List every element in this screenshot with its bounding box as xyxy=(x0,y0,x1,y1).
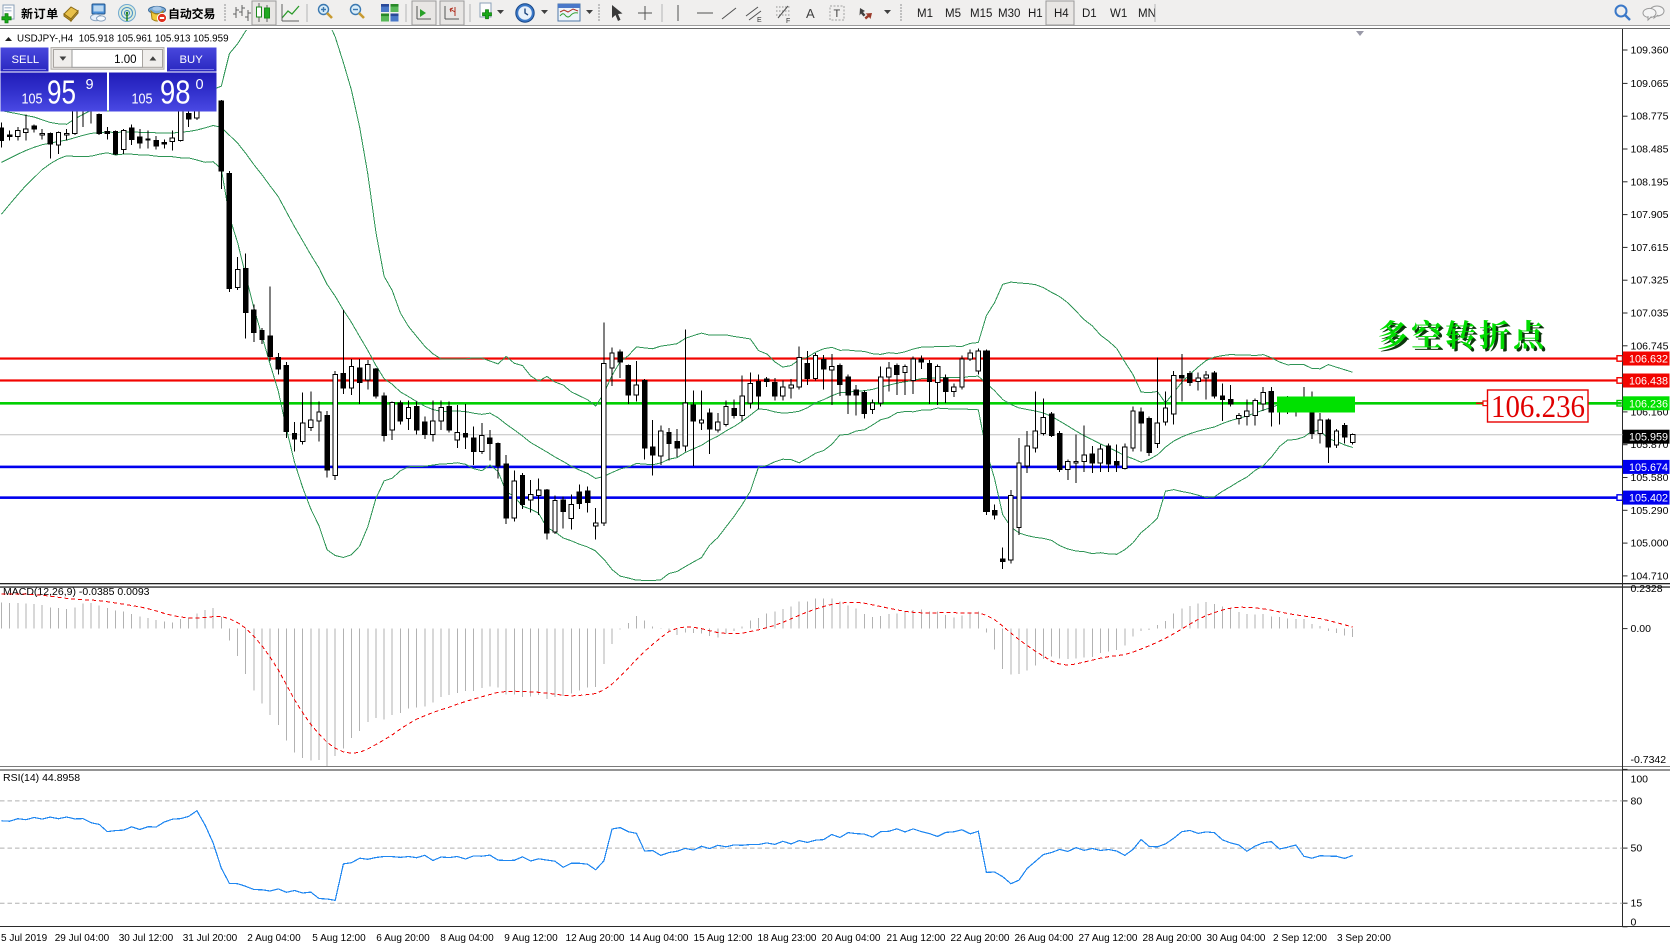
svg-text:MN: MN xyxy=(1138,8,1156,20)
svg-text:BUY: BUY xyxy=(180,54,204,66)
svg-text:20 Aug 04:00: 20 Aug 04:00 xyxy=(822,933,881,944)
svg-text:106.745: 106.745 xyxy=(1631,340,1669,352)
svg-text:MACD(12,26,9) -0.0385 0.0093: MACD(12,26,9) -0.0385 0.0093 xyxy=(3,586,150,598)
svg-text:9: 9 xyxy=(86,77,94,93)
svg-text:31 Jul 20:00: 31 Jul 20:00 xyxy=(183,933,238,944)
svg-text:22 Aug 20:00: 22 Aug 20:00 xyxy=(951,933,1010,944)
svg-text:T: T xyxy=(834,8,841,20)
svg-text:80: 80 xyxy=(1631,795,1643,807)
svg-text:107.325: 107.325 xyxy=(1631,275,1669,287)
svg-text:108.195: 108.195 xyxy=(1631,176,1669,188)
svg-text:RSI(14) 44.8958: RSI(14) 44.8958 xyxy=(3,772,80,784)
svg-text:26 Aug 04:00: 26 Aug 04:00 xyxy=(1015,933,1074,944)
svg-text:50: 50 xyxy=(1631,843,1643,855)
svg-text:15: 15 xyxy=(1631,898,1643,910)
svg-text:105.674: 105.674 xyxy=(1629,462,1668,474)
svg-text:28 Aug 20:00: 28 Aug 20:00 xyxy=(1143,933,1202,944)
svg-text:12 Aug 20:00: 12 Aug 20:00 xyxy=(566,933,625,944)
svg-text:30 Aug 04:00: 30 Aug 04:00 xyxy=(1207,933,1266,944)
svg-text:0: 0 xyxy=(1631,917,1637,929)
svg-text:105.580: 105.580 xyxy=(1631,472,1669,484)
svg-text:30 Jul 12:00: 30 Jul 12:00 xyxy=(119,933,174,944)
svg-text:109.360: 109.360 xyxy=(1631,45,1669,57)
svg-text:107.035: 107.035 xyxy=(1631,308,1669,320)
svg-text:29 Jul 04:00: 29 Jul 04:00 xyxy=(55,933,110,944)
svg-text:8 Aug 04:00: 8 Aug 04:00 xyxy=(440,933,494,944)
svg-text:5 Jul 2019: 5 Jul 2019 xyxy=(1,933,48,944)
svg-text:105.402: 105.402 xyxy=(1629,493,1668,505)
svg-text:D1: D1 xyxy=(1082,8,1097,20)
svg-text:15 Aug 12:00: 15 Aug 12:00 xyxy=(694,933,753,944)
svg-text:-0.7342: -0.7342 xyxy=(1631,754,1667,766)
svg-text:F: F xyxy=(786,18,790,25)
svg-text:106.236: 106.236 xyxy=(1491,389,1585,424)
svg-text:USDJPY-,H4 105.918 105.961 10: USDJPY-,H4 105.918 105.961 105.913 105.9… xyxy=(17,34,229,45)
svg-text:0.00: 0.00 xyxy=(1631,623,1652,635)
svg-text:5 Aug 12:00: 5 Aug 12:00 xyxy=(312,933,366,944)
svg-text:95: 95 xyxy=(47,75,76,112)
svg-text:106.632: 106.632 xyxy=(1629,354,1668,366)
svg-text:A: A xyxy=(806,6,815,21)
svg-text:M5: M5 xyxy=(945,8,961,20)
svg-text:105.290: 105.290 xyxy=(1631,505,1669,517)
svg-text:107.905: 107.905 xyxy=(1631,209,1669,221)
svg-text:9 Aug 12:00: 9 Aug 12:00 xyxy=(504,933,558,944)
svg-text:27 Aug 12:00: 27 Aug 12:00 xyxy=(1079,933,1138,944)
svg-text:H4: H4 xyxy=(1054,8,1069,20)
svg-text:0.2328: 0.2328 xyxy=(1631,583,1663,595)
svg-text:M30: M30 xyxy=(998,8,1020,20)
svg-text:108.775: 108.775 xyxy=(1631,111,1669,123)
svg-text:18 Aug 23:00: 18 Aug 23:00 xyxy=(758,933,817,944)
svg-text:0: 0 xyxy=(196,77,204,93)
svg-text:14 Aug 04:00: 14 Aug 04:00 xyxy=(630,933,689,944)
svg-text:1.00: 1.00 xyxy=(114,54,136,66)
svg-text:105.959: 105.959 xyxy=(1629,432,1668,444)
svg-text:107.615: 107.615 xyxy=(1631,242,1669,254)
svg-text:M1: M1 xyxy=(917,8,933,20)
svg-text:105: 105 xyxy=(22,92,43,108)
svg-text:100: 100 xyxy=(1631,774,1649,786)
svg-text:M15: M15 xyxy=(970,8,992,20)
svg-text:109.065: 109.065 xyxy=(1631,78,1669,90)
svg-text:106.438: 106.438 xyxy=(1629,376,1668,388)
svg-text:105.000: 105.000 xyxy=(1631,538,1669,550)
svg-text:W1: W1 xyxy=(1110,8,1127,20)
svg-text:3 Sep 20:00: 3 Sep 20:00 xyxy=(1337,933,1391,944)
svg-text:6 Aug 20:00: 6 Aug 20:00 xyxy=(376,933,430,944)
svg-text:105: 105 xyxy=(132,92,153,108)
svg-text:104.710: 104.710 xyxy=(1631,570,1669,582)
svg-text:108.485: 108.485 xyxy=(1631,144,1669,156)
svg-text:106.236: 106.236 xyxy=(1629,398,1668,410)
svg-text:2 Sep 12:00: 2 Sep 12:00 xyxy=(1273,933,1327,944)
svg-text:21 Aug 12:00: 21 Aug 12:00 xyxy=(887,933,946,944)
svg-text:98: 98 xyxy=(160,75,191,112)
svg-text:SELL: SELL xyxy=(12,54,40,66)
svg-text:2 Aug 04:00: 2 Aug 04:00 xyxy=(247,933,301,944)
svg-text:E: E xyxy=(757,17,762,24)
svg-text:H1: H1 xyxy=(1028,8,1043,20)
